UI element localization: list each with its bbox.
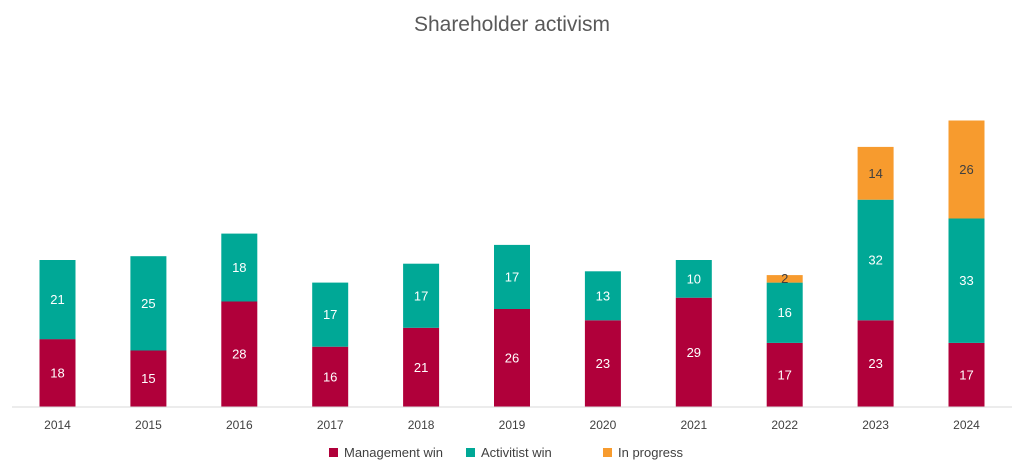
bar-2018-series-0 <box>403 327 440 407</box>
x-tick-label-2021: 2021 <box>680 418 707 432</box>
data-label-2024-series-0: 17 <box>959 368 973 383</box>
data-label-2021-series-0: 29 <box>687 345 701 360</box>
x-tick-label-2017: 2017 <box>317 418 344 432</box>
bar-2024-series-0 <box>948 342 985 407</box>
bar-2017-series-1 <box>312 282 349 347</box>
legend-swatch-2 <box>603 448 612 457</box>
x-tick-label-2019: 2019 <box>499 418 526 432</box>
legend: Management win Activitist win In progress <box>329 445 684 460</box>
x-tick-label-2014: 2014 <box>44 418 71 432</box>
data-label-2023-series-1: 32 <box>868 253 882 268</box>
bars-layer: 18 21 15 25 28 18 16 17 21 17 26 17 23 13 29 10 17 16 2 23 3… <box>39 120 985 407</box>
data-label-2016-series-1: 18 <box>232 260 246 275</box>
bar-2022-series-0 <box>766 342 803 407</box>
bar-2020-series-0 <box>584 320 621 407</box>
bar-2020-series-1 <box>584 271 621 321</box>
x-tick-label-2024: 2024 <box>953 418 980 432</box>
bar-2016-series-1 <box>221 233 258 302</box>
bar-2019-series-0 <box>494 309 530 407</box>
legend-swatch-1 <box>466 448 475 457</box>
legend-label-1: Activitist win <box>481 445 552 460</box>
data-label-2022-series-0: 17 <box>777 368 791 383</box>
data-label-2024-series-1: 33 <box>959 273 973 288</box>
bar-2014-series-1 <box>39 260 76 340</box>
bar-2024-series-2 <box>948 120 985 219</box>
legend-swatch-0 <box>329 448 338 457</box>
data-label-2015-series-0: 15 <box>141 371 155 386</box>
x-tick-label-2023: 2023 <box>862 418 889 432</box>
data-label-2016-series-0: 28 <box>232 347 246 362</box>
data-label-2015-series-1: 25 <box>141 296 155 311</box>
legend-label-0: Management win <box>344 445 443 460</box>
bar-2014-series-0 <box>39 339 76 407</box>
data-label-2019-series-0: 26 <box>505 351 519 366</box>
data-label-2018-series-0: 21 <box>414 360 428 375</box>
bar-2024-series-1 <box>948 218 985 343</box>
bar-2022-series-2 <box>766 275 803 283</box>
bar-2023-series-2 <box>857 146 894 200</box>
data-label-2019-series-1: 17 <box>505 269 519 284</box>
data-label-2020-series-1: 13 <box>596 288 610 303</box>
data-label-2023-series-0: 23 <box>868 356 882 371</box>
bar-2017-series-0 <box>312 346 349 407</box>
legend-label-2: In progress <box>618 445 684 460</box>
bar-2023-series-0 <box>857 320 894 407</box>
bar-2021-series-0 <box>675 297 712 407</box>
data-label-2017-series-1: 17 <box>323 307 337 322</box>
chart-title: Shareholder activism <box>414 13 610 36</box>
legend-item-0: Management win <box>329 445 443 460</box>
data-label-2023-series-2: 14 <box>868 166 882 181</box>
data-label-2020-series-0: 23 <box>596 356 610 371</box>
bar-2018-series-1 <box>403 263 440 328</box>
bar-2023-series-1 <box>857 199 894 321</box>
data-label-2021-series-1: 10 <box>687 271 701 286</box>
data-label-2014-series-0: 18 <box>50 366 64 381</box>
x-tick-label-2016: 2016 <box>226 418 253 432</box>
data-label-2018-series-1: 17 <box>414 288 428 303</box>
data-label-2014-series-1: 21 <box>50 292 64 307</box>
bar-2019-series-1 <box>494 244 530 309</box>
x-tick-label-2018: 2018 <box>408 418 435 432</box>
data-label-2022-series-1: 16 <box>777 305 791 320</box>
x-tick-label-2015: 2015 <box>135 418 162 432</box>
data-label-2017-series-0: 16 <box>323 369 337 384</box>
x-tick-labels: 2014 2015 2016 2017 2018 2019 2020 2021 2022 2023… <box>44 418 980 432</box>
bar-2021-series-1 <box>675 260 712 298</box>
bar-2016-series-0 <box>221 301 258 407</box>
x-tick-label-2022: 2022 <box>771 418 798 432</box>
bar-2015-series-0 <box>130 350 167 407</box>
bar-2015-series-1 <box>130 256 167 351</box>
data-label-2022-series-2: 2 <box>781 271 788 286</box>
x-tick-label-2020: 2020 <box>590 418 617 432</box>
bar-2022-series-1 <box>766 282 803 343</box>
data-label-2024-series-2: 26 <box>959 162 973 177</box>
legend-item-1: Activitist win <box>466 445 552 460</box>
legend-item-2: In progress <box>603 445 684 460</box>
